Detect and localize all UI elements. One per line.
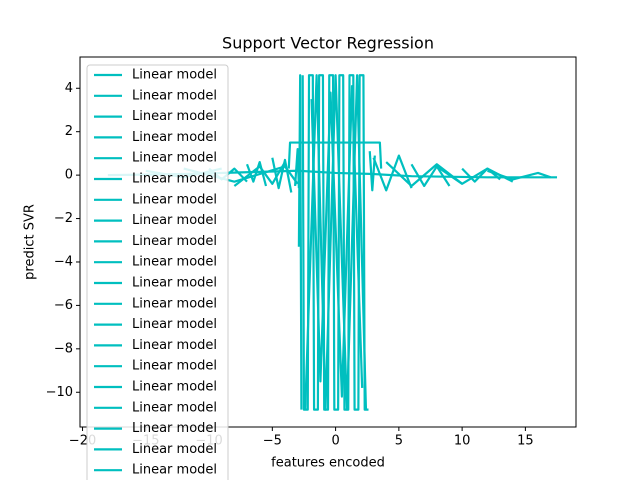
y-tick-label: −8 <box>54 341 73 356</box>
legend-label: Linear model <box>132 463 217 478</box>
legend-label: Linear model <box>132 421 217 436</box>
legend-label: Linear model <box>132 68 217 83</box>
x-tick-label: 15 <box>517 434 534 449</box>
legend-label: Linear model <box>132 192 217 207</box>
y-tick-label: −4 <box>54 254 73 269</box>
legend-label: Linear model <box>132 88 217 103</box>
y-tick-label: −10 <box>46 385 73 400</box>
x-tick-label: 10 <box>454 434 471 449</box>
chart-title: Support Vector Regression <box>222 34 434 53</box>
series-line <box>304 74 368 411</box>
y-tick-label: 2 <box>65 124 73 139</box>
series-line <box>410 163 451 188</box>
y-axis-label: predict SVR <box>23 204 38 280</box>
legend-label: Linear model <box>132 296 217 311</box>
legend-label: Linear model <box>132 400 217 415</box>
series-line <box>245 160 268 187</box>
legend-label: Linear model <box>132 380 217 395</box>
legend-label: Linear model <box>132 338 217 353</box>
legend-label: Linear model <box>132 109 217 124</box>
legend-label: Linear model <box>132 276 217 291</box>
legend-label: Linear model <box>132 442 217 457</box>
series-line <box>368 151 376 192</box>
y-tick-label: 4 <box>65 81 73 96</box>
series-line <box>487 169 552 181</box>
series-line <box>310 84 364 398</box>
legend-box <box>86 64 229 480</box>
series-line <box>385 161 463 188</box>
series-line <box>233 161 286 187</box>
series-line <box>372 154 413 192</box>
legend-label: Linear model <box>132 130 217 145</box>
plot-frame <box>79 56 577 428</box>
legend-label: Linear model <box>132 172 217 187</box>
y-tick-label: −6 <box>54 298 73 313</box>
y-tick-label: −2 <box>54 211 73 226</box>
series-line <box>287 141 383 169</box>
y-tick-label: 0 <box>65 168 73 183</box>
legend-label: Linear model <box>132 359 217 374</box>
x-axis-label: features encoded <box>271 456 385 471</box>
legend-label: Linear model <box>132 151 217 166</box>
legend-label: Linear model <box>132 234 217 249</box>
series-line <box>294 147 300 189</box>
series-line <box>271 157 293 193</box>
legend-label: Linear model <box>132 317 217 332</box>
legend-label: Linear model <box>132 213 217 228</box>
x-tick-label: 5 <box>395 434 403 449</box>
x-tick-label: 0 <box>331 434 339 449</box>
series-line <box>297 74 303 410</box>
legend-label: Linear model <box>132 255 217 270</box>
series-line <box>461 167 501 183</box>
x-tick-label: −5 <box>263 434 282 449</box>
